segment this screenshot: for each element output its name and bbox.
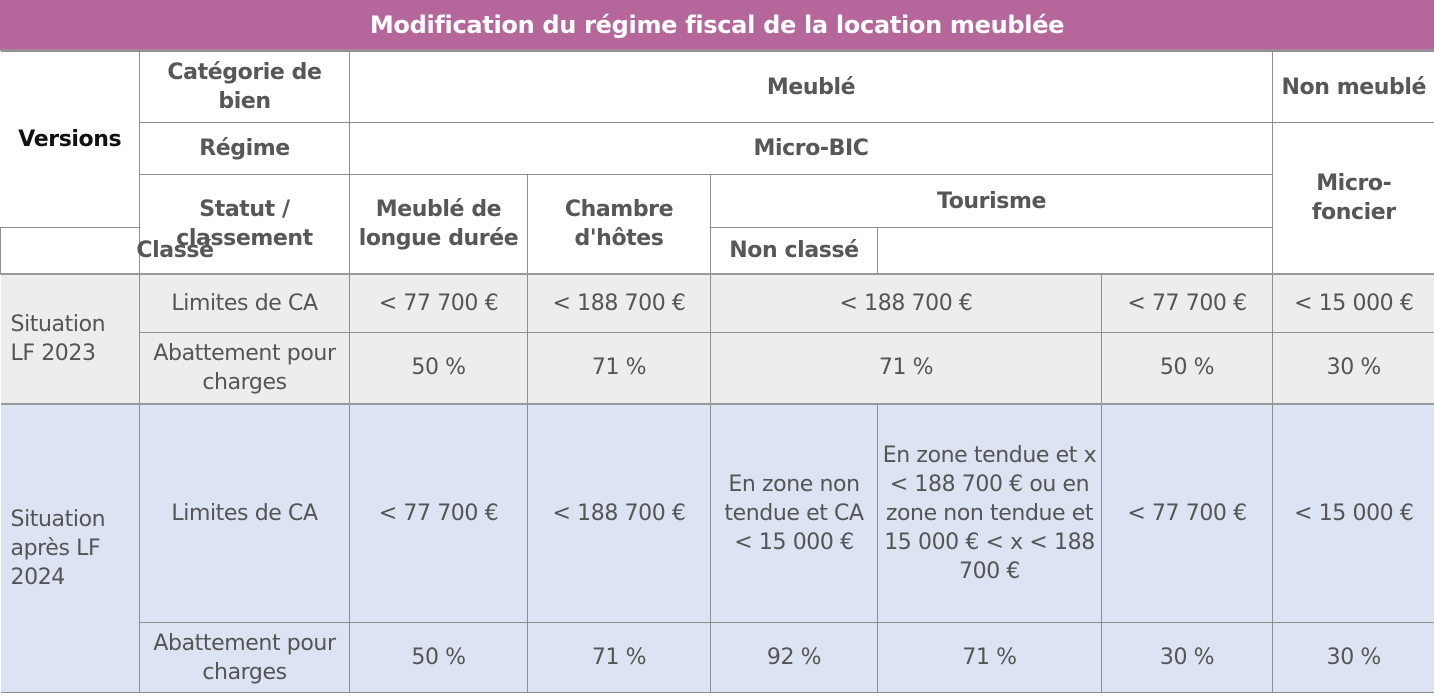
table-cell: < 15 000 € [1272,402,1434,623]
regime-label: Régime [139,122,350,175]
tourisme-header: Tourisme [709,174,1274,228]
table-cell: < 77 700 € [1100,272,1274,333]
lf2023-limites-label: Limites de CA [139,272,350,333]
meuble-header: Meublé [348,51,1274,123]
table-title: Modification du régime fiscal de la loca… [0,0,1434,51]
table-cell: 30 % [1100,622,1274,693]
regime-fiscal-table: Versions Catégorie de bien Meublé Non me… [0,51,1434,693]
table-cell: 71 % [527,622,711,693]
table-cell: 92 % [710,622,878,693]
chambre-hotes-header: Chambre d'hôtes [527,174,711,274]
micro-bic-header: Micro-BIC [348,122,1274,175]
table-cell: < 188 700 € [527,272,711,333]
table-cell: 71 % [877,622,1102,693]
table-cell: < 77 700 € [349,402,528,623]
table-cell: < 15 000 € [1272,272,1434,333]
table-cell: 50 % [349,622,528,693]
micro-foncier-header: Micro-foncier [1272,122,1434,274]
lf2024-limites-label: Limites de CA [139,402,350,623]
non-classe-header: Non classé [710,227,878,274]
table-cell: < 77 700 € [1100,402,1274,623]
table-cell: 71 % [527,332,711,404]
lf2024-label: Situation après LF 2024 [0,402,140,693]
lf2024-abattement-label: Abattement pour charges [139,622,350,693]
versions-header: Versions [0,51,140,228]
table-cell: 71 % [710,332,1102,404]
non-meuble-header: Non meublé [1272,51,1434,123]
table-cell: 50 % [1100,332,1274,404]
table-cell: En zone non tendue et CA < 15 000 € [710,402,878,623]
table-cell: < 77 700 € [349,272,528,333]
table-cell: < 188 700 € [527,402,711,623]
table-cell: < 188 700 € [710,272,1102,333]
categorie-label: Catégorie de bien [139,51,350,123]
meuble-longue-duree-header: Meublé de longue durée [349,174,528,274]
table-cell: 30 % [1272,332,1434,404]
table-cell: En zone tendue et x < 188 700 € ou en zo… [877,402,1102,623]
table-cell: 50 % [349,332,528,404]
table-cell: 30 % [1272,622,1434,693]
lf2023-label: Situation LF 2023 [0,272,140,404]
lf2023-abattement-label: Abattement pour charges [139,332,350,404]
